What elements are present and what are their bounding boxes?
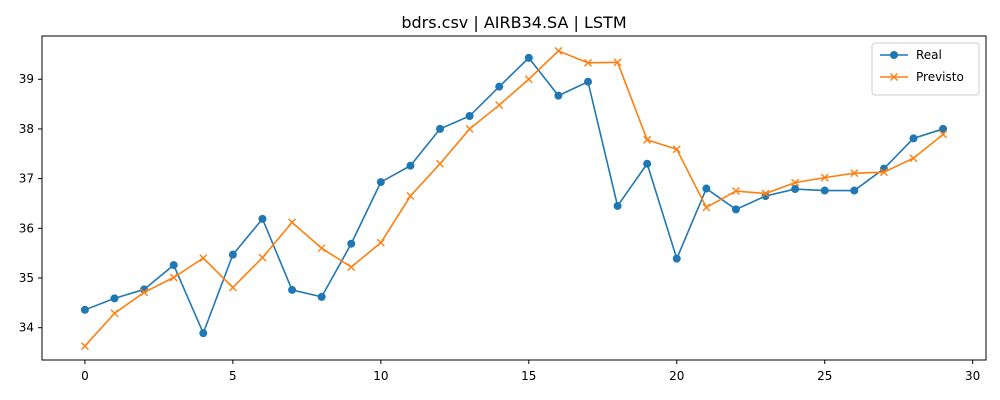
data-point-previsto — [465, 124, 474, 133]
data-point-real — [554, 91, 563, 100]
data-point-previsto — [140, 288, 149, 297]
plot-area — [80, 46, 948, 351]
chart-title: bdrs.csv | AIRB34.SA | LSTM — [401, 13, 626, 32]
x-tick-label: 25 — [817, 369, 832, 383]
y-tick-label: 39 — [19, 72, 34, 86]
data-point-previsto — [879, 168, 888, 177]
legend-label-previsto: Previsto — [916, 70, 964, 84]
x-tick-label: 10 — [373, 369, 388, 383]
y-tick-label: 35 — [19, 271, 34, 285]
data-point-previsto — [820, 173, 829, 182]
data-point-real — [80, 305, 89, 314]
data-point-real — [110, 294, 119, 303]
x-axis: 0 5 10 15 20 25 30 — [81, 360, 980, 383]
data-point-previsto — [643, 135, 652, 144]
data-point-previsto — [258, 253, 267, 262]
legend-marker-real — [890, 51, 898, 59]
data-point-previsto — [731, 187, 740, 196]
x-tick-label: 0 — [81, 369, 89, 383]
axes-frame — [41, 35, 987, 361]
data-point-previsto — [80, 342, 89, 351]
data-point-previsto — [199, 254, 208, 263]
data-point-real — [406, 161, 415, 170]
data-point-previsto — [288, 218, 297, 227]
data-point-previsto — [110, 309, 119, 318]
data-point-previsto — [317, 244, 326, 253]
data-point-real — [169, 261, 178, 270]
data-point-real — [613, 201, 622, 210]
data-point-real — [199, 329, 208, 338]
data-point-previsto — [909, 154, 918, 163]
data-point-real — [524, 53, 533, 62]
data-point-real — [939, 124, 948, 133]
data-point-previsto — [347, 263, 356, 272]
data-point-previsto — [613, 58, 622, 67]
data-point-previsto — [436, 159, 445, 168]
data-point-previsto — [524, 75, 533, 84]
data-point-previsto — [406, 192, 415, 201]
data-point-previsto — [554, 46, 563, 55]
legend-box — [871, 42, 980, 96]
data-point-real — [791, 185, 800, 194]
y-tick-label: 37 — [19, 172, 34, 186]
data-point-real — [465, 112, 474, 121]
y-tick-label: 34 — [19, 321, 34, 335]
data-point-previsto — [702, 203, 711, 212]
legend: Real Previsto — [871, 42, 980, 96]
data-point-previsto — [939, 130, 948, 139]
data-point-real — [702, 184, 711, 193]
y-tick-label: 38 — [19, 122, 34, 136]
data-point-real — [347, 239, 356, 248]
data-point-previsto — [376, 238, 385, 247]
data-point-real — [850, 186, 859, 195]
x-tick-label: 20 — [669, 369, 684, 383]
data-point-real — [820, 186, 829, 195]
series-previsto — [80, 46, 948, 351]
data-point-real — [228, 250, 237, 259]
data-point-real — [731, 205, 740, 214]
x-tick-label: 15 — [521, 369, 536, 383]
data-point-real — [436, 124, 445, 133]
data-point-previsto — [672, 145, 681, 154]
data-point-previsto — [228, 283, 237, 292]
series-line-previsto — [84, 49, 944, 347]
data-point-real — [317, 292, 326, 301]
x-tick-label: 5 — [229, 369, 237, 383]
data-point-previsto — [761, 189, 770, 198]
data-point-real — [583, 77, 592, 86]
legend-marker-previsto — [890, 73, 898, 81]
data-point-real — [495, 82, 504, 91]
data-point-real — [288, 285, 297, 294]
data-point-real — [909, 134, 918, 143]
data-point-previsto — [850, 169, 859, 178]
y-tick-label: 36 — [19, 221, 34, 235]
data-point-real — [643, 159, 652, 168]
data-point-real — [258, 214, 267, 223]
y-axis: 34 35 36 37 38 39 — [19, 72, 42, 335]
x-tick-label: 30 — [965, 369, 980, 383]
series-line-real — [84, 56, 944, 336]
data-point-previsto — [495, 101, 504, 110]
data-point-previsto — [791, 178, 800, 187]
data-point-real — [376, 178, 385, 187]
series-real — [80, 53, 948, 338]
data-point-real — [672, 254, 681, 263]
data-point-previsto — [583, 58, 592, 67]
legend-label-real: Real — [916, 48, 942, 62]
data-point-previsto — [169, 273, 178, 282]
